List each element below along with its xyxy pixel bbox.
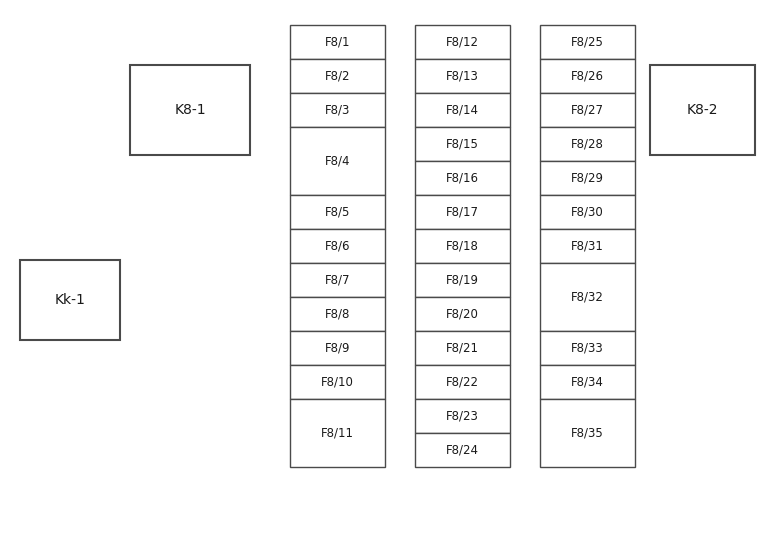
- Bar: [415, 433, 510, 467]
- Text: F8/14: F8/14: [446, 103, 479, 117]
- Bar: [290, 263, 385, 297]
- Text: F8/9: F8/9: [325, 342, 350, 354]
- Text: F8/8: F8/8: [325, 308, 350, 320]
- Bar: [415, 331, 510, 365]
- Text: F8/11: F8/11: [321, 426, 354, 440]
- Bar: [650, 65, 755, 155]
- Bar: [415, 365, 510, 399]
- Bar: [290, 93, 385, 127]
- Bar: [415, 297, 510, 331]
- Text: F8/29: F8/29: [571, 172, 604, 184]
- Text: F8/32: F8/32: [571, 290, 604, 303]
- Bar: [415, 399, 510, 433]
- Text: F8/22: F8/22: [446, 376, 479, 389]
- Bar: [290, 365, 385, 399]
- Bar: [290, 297, 385, 331]
- Bar: [540, 59, 635, 93]
- Text: F8/24: F8/24: [446, 443, 479, 456]
- Bar: [540, 127, 635, 161]
- Bar: [290, 195, 385, 229]
- Bar: [290, 229, 385, 263]
- Bar: [20, 260, 120, 340]
- Text: F8/28: F8/28: [571, 138, 604, 150]
- Bar: [290, 25, 385, 59]
- Bar: [415, 161, 510, 195]
- Bar: [540, 399, 635, 467]
- Bar: [290, 127, 385, 195]
- Text: F8/2: F8/2: [325, 69, 350, 83]
- Text: F8/18: F8/18: [446, 239, 479, 253]
- Text: F8/12: F8/12: [446, 36, 479, 49]
- Bar: [540, 331, 635, 365]
- Text: F8/10: F8/10: [321, 376, 354, 389]
- Text: F8/35: F8/35: [571, 426, 604, 440]
- Text: F8/23: F8/23: [446, 409, 479, 423]
- Bar: [540, 263, 635, 331]
- Bar: [290, 59, 385, 93]
- Bar: [540, 365, 635, 399]
- Text: F8/6: F8/6: [325, 239, 350, 253]
- Bar: [290, 331, 385, 365]
- Bar: [290, 399, 385, 467]
- Text: F8/3: F8/3: [325, 103, 350, 117]
- Bar: [415, 263, 510, 297]
- Bar: [415, 195, 510, 229]
- Bar: [415, 25, 510, 59]
- Text: F8/34: F8/34: [571, 376, 604, 389]
- Bar: [415, 229, 510, 263]
- Text: F8/1: F8/1: [325, 36, 350, 49]
- Text: F8/27: F8/27: [571, 103, 604, 117]
- Text: F8/16: F8/16: [446, 172, 479, 184]
- Text: F8/33: F8/33: [571, 342, 604, 354]
- Bar: [415, 93, 510, 127]
- Bar: [415, 59, 510, 93]
- Text: F8/31: F8/31: [571, 239, 604, 253]
- Text: F8/4: F8/4: [325, 155, 350, 167]
- Bar: [540, 25, 635, 59]
- Bar: [130, 65, 250, 155]
- Text: F8/15: F8/15: [446, 138, 479, 150]
- Text: F8/13: F8/13: [446, 69, 479, 83]
- Text: F8/21: F8/21: [446, 342, 479, 354]
- Text: F8/17: F8/17: [446, 206, 479, 219]
- Bar: [540, 93, 635, 127]
- Text: K8-1: K8-1: [174, 103, 206, 117]
- Text: K8-2: K8-2: [687, 103, 718, 117]
- Text: F8/19: F8/19: [446, 273, 479, 287]
- Bar: [540, 161, 635, 195]
- Text: F8/26: F8/26: [571, 69, 604, 83]
- Text: F8/25: F8/25: [571, 36, 604, 49]
- Bar: [415, 127, 510, 161]
- Text: Kk-1: Kk-1: [55, 293, 85, 307]
- Bar: [540, 229, 635, 263]
- Bar: [540, 195, 635, 229]
- Text: F8/20: F8/20: [446, 308, 479, 320]
- Text: F8/7: F8/7: [325, 273, 350, 287]
- Text: F8/5: F8/5: [325, 206, 350, 219]
- Text: F8/30: F8/30: [571, 206, 604, 219]
